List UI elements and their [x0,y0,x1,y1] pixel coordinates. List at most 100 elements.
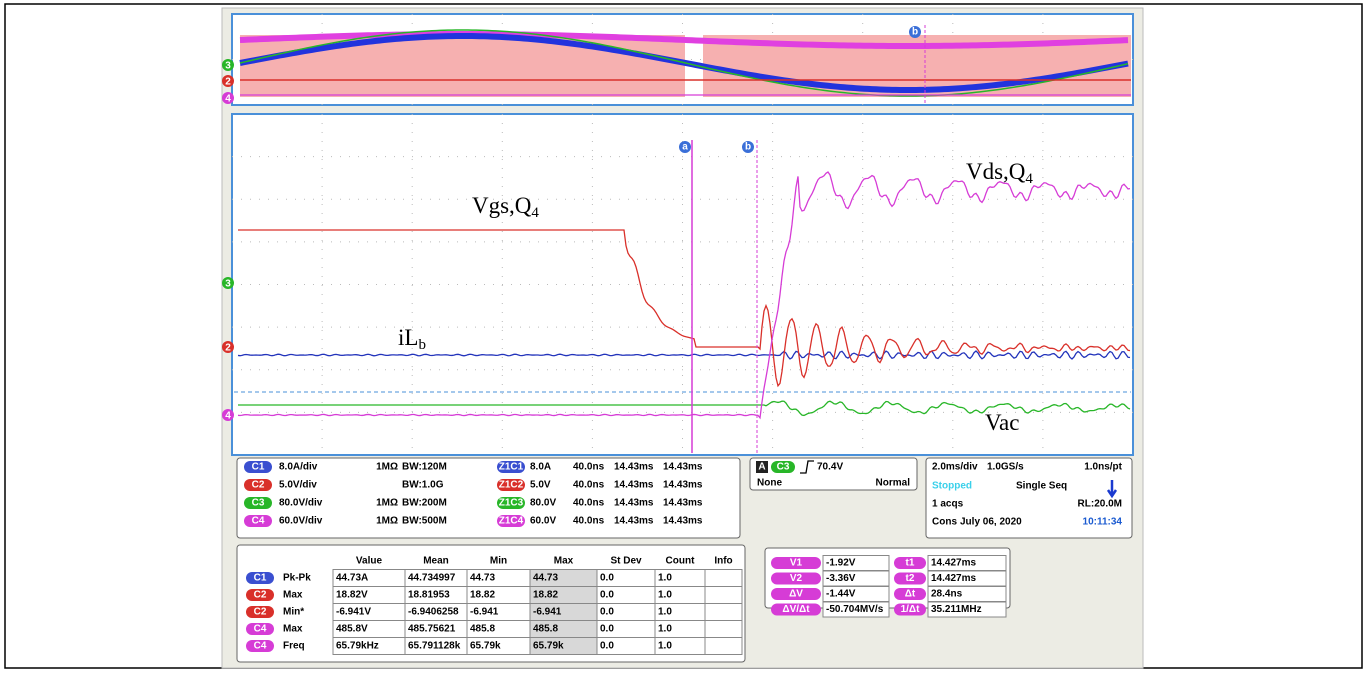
value-text: Max [283,590,303,601]
value-text: 485.75621 [408,624,456,635]
badge-label: 1/Δt [901,604,921,615]
value-text: 14.427ms [931,558,976,569]
value-text: -6.941 [470,607,499,618]
value-text: Info [714,556,732,567]
channel-marker-label: 4 [225,411,231,422]
value-text: -3.36V [826,573,856,584]
value-text: 8.0A/div [279,462,318,473]
channel-marker-label: 3 [225,61,231,72]
value-text: -6.941V [336,607,371,618]
channel-marker-label: 2 [225,77,231,88]
value-text: 44.734997 [408,573,456,584]
value-text: 40.0ns [573,480,605,491]
body: {"trace_labels": [ {"text": "Vgs,Q", "su… [0,0,1368,673]
value-text: Freq [283,641,305,652]
value-text: Normal [876,478,911,489]
value-text: 65.79kHz [336,641,379,652]
table-cell [705,604,742,621]
badge-label: C3 [252,498,265,509]
table-cell [705,621,742,638]
value-text: BW:1.0G [402,480,444,491]
value-text: 14.43ms [614,498,654,509]
channel-marker-label: 3 [225,279,231,290]
channel-marker-label: 2 [225,343,231,354]
cursor-marker-label: b [912,27,918,38]
value-text: 18.82 [533,590,558,601]
badge-label: A [758,462,765,473]
value-text: BW:200M [402,498,447,509]
badge-label: C4 [252,516,265,527]
value-text: 18.82 [470,590,495,601]
value-text: July 06, 2020 [960,517,1022,528]
badge-label: Δt [905,589,916,600]
trace-label-sub: 4 [531,205,539,221]
value-text: -6.941 [533,607,562,618]
value-text: Min* [283,607,304,618]
value-text: 1MΩ [376,498,398,509]
value-text: 1 acqs [932,499,964,510]
value-text: 1MΩ [376,516,398,527]
badge-label: t1 [906,558,915,569]
value-text: Cons [932,517,957,528]
value-text: -50.704MV/s [826,604,884,615]
value-text: 14.43ms [663,480,703,491]
value-text: 35.211MHz [931,604,982,615]
badge-label: C1 [254,573,267,584]
value-text: 1.0 [658,573,672,584]
value-text: 8.0A [530,462,551,473]
badge-label: C4 [254,641,267,652]
trace-label-text: Vgs,Q [472,193,532,218]
value-text: 1.0 [658,641,672,652]
badge-label: t2 [906,573,915,584]
trace-label-text: Vds,Q [966,159,1026,184]
value-text: St Dev [610,556,642,567]
badge-label: C1 [252,462,265,473]
trace-label: Vds,Q4 [966,159,1033,187]
value-text: None [757,478,782,489]
value-text: 60.0V/div [279,516,323,527]
badge-label: V2 [790,573,803,584]
channel-marker-label: 4 [225,94,231,105]
value-text: 10:11:34 [1083,517,1123,528]
value-text: 60.0V [530,516,556,527]
trace-label-text: iL [398,325,418,350]
value-text: 14.43ms [663,462,703,473]
badge-label: C3 [777,462,790,473]
value-text: Value [356,556,383,567]
value-text: Min [490,556,507,567]
value-text: Count [666,556,696,567]
badge-label: Z1C4 [499,516,524,527]
value-text: 65.79k [470,641,501,652]
badge-label: V1 [790,558,803,569]
value-text: Mean [423,556,449,567]
value-text: BW:500M [402,516,447,527]
value-text: 5.0V [530,480,551,491]
value-text: 18.82V [336,590,368,601]
value-text: 1MΩ [376,462,398,473]
value-text: 1.0 [658,624,672,635]
badge-label: Z1C1 [499,462,524,473]
value-text: Stopped [932,481,972,492]
trace-label-sub: 4 [1025,171,1033,187]
badge-label: Z1C2 [499,480,524,491]
table-cell [705,570,742,587]
page: body { margin: 0; width: 1368px; height:… [0,0,1368,673]
value-text: 14.427ms [931,573,976,584]
value-text: 14.43ms [614,516,654,527]
trace-label: Vgs,Q4 [472,193,539,221]
value-text: Max [554,556,574,567]
value-text: 40.0ns [573,498,605,509]
value-text: -1.92V [826,558,856,569]
value-text: 65.791128k [408,641,461,652]
value-text: 80.0V/div [279,498,323,509]
value-text: 44.73 [533,573,558,584]
cursor-marker-label: a [682,142,688,153]
badge-label: ΔV [789,589,803,600]
badge-label: C2 [252,480,265,491]
value-text: Single Seq [1016,481,1067,492]
value-text: 1.0GS/s [987,462,1024,473]
trace-label-text: Vac [985,410,1019,435]
overview-band [240,35,685,97]
value-text: 44.73 [470,573,495,584]
value-text: RL:20.0M [1078,499,1122,510]
